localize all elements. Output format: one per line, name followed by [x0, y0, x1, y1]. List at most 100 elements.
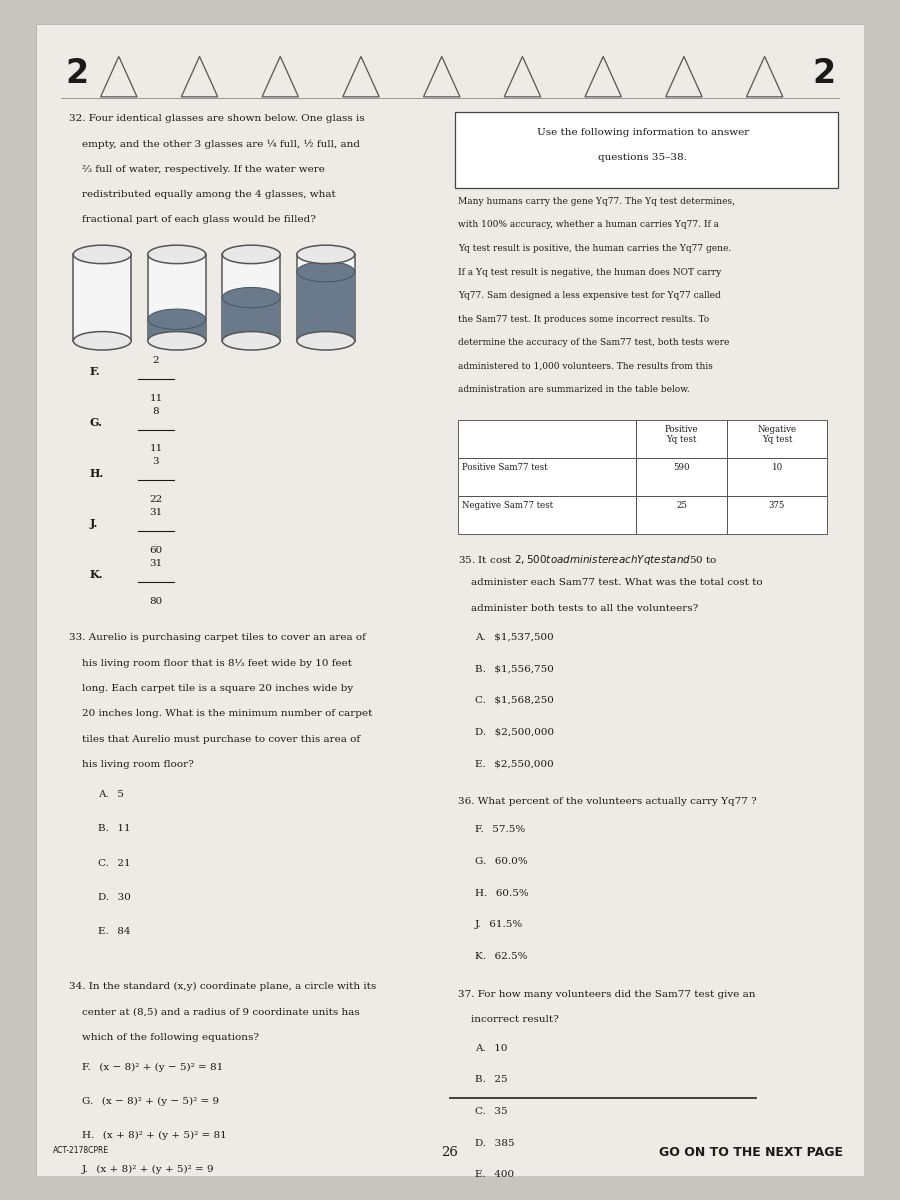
Text: C.  21: C. 21 — [98, 858, 130, 868]
Ellipse shape — [297, 331, 355, 350]
FancyBboxPatch shape — [297, 254, 355, 341]
Text: 35. It cost $2,500 to administer each Yq test and $50 to: 35. It cost $2,500 to administer each Yq… — [458, 553, 718, 566]
FancyBboxPatch shape — [727, 497, 827, 534]
Text: If a Yq test result is negative, the human does NOT carry: If a Yq test result is negative, the hum… — [458, 268, 722, 276]
Ellipse shape — [73, 331, 131, 350]
Text: D.  $2,500,000: D. $2,500,000 — [475, 727, 554, 737]
Text: redistributed equally among the 4 glasses, what: redistributed equally among the 4 glasse… — [69, 190, 336, 199]
Text: 37. For how many volunteers did the Sam77 test give an: 37. For how many volunteers did the Sam7… — [458, 990, 756, 998]
Text: the Sam77 test. It produces some incorrect results. To: the Sam77 test. It produces some incorre… — [458, 314, 709, 324]
Text: 33. Aurelio is purchasing carpet tiles to cover an area of: 33. Aurelio is purchasing carpet tiles t… — [69, 634, 366, 642]
Text: H.  60.5%: H. 60.5% — [475, 889, 528, 898]
Text: questions 35–38.: questions 35–38. — [598, 154, 688, 162]
FancyBboxPatch shape — [458, 497, 636, 534]
Ellipse shape — [222, 245, 280, 264]
Text: K.: K. — [90, 569, 104, 580]
Text: D.  385: D. 385 — [475, 1139, 514, 1147]
Text: 8: 8 — [153, 407, 159, 415]
Text: incorrect result?: incorrect result? — [458, 1015, 559, 1024]
Text: 2: 2 — [65, 58, 88, 90]
Text: F.  57.5%: F. 57.5% — [475, 826, 525, 834]
FancyBboxPatch shape — [73, 254, 131, 341]
Text: Many humans carry the gene Yq77. The Yq test determines,: Many humans carry the gene Yq77. The Yq … — [458, 197, 735, 206]
Text: F.: F. — [90, 366, 101, 377]
FancyBboxPatch shape — [727, 420, 827, 458]
FancyBboxPatch shape — [636, 458, 727, 497]
Text: determine the accuracy of the Sam77 test, both tests were: determine the accuracy of the Sam77 test… — [458, 338, 730, 347]
Text: Yq77. Sam designed a less expensive test for Yq77 called: Yq77. Sam designed a less expensive test… — [458, 292, 721, 300]
Text: 25: 25 — [676, 502, 688, 510]
Text: tiles that Aurelio must purchase to cover this area of: tiles that Aurelio must purchase to cove… — [69, 734, 360, 744]
Text: 60: 60 — [149, 546, 163, 554]
Ellipse shape — [297, 262, 355, 282]
Text: center at (8,5) and a radius of 9 coordinate units has: center at (8,5) and a radius of 9 coordi… — [69, 1007, 360, 1016]
Text: 11: 11 — [149, 444, 163, 454]
Text: 10: 10 — [771, 463, 783, 472]
Text: A.  5: A. 5 — [98, 790, 124, 799]
Text: A.  10: A. 10 — [475, 1044, 508, 1052]
Text: D.  30: D. 30 — [98, 893, 131, 901]
Text: 375: 375 — [769, 502, 785, 510]
Text: B.  $1,556,750: B. $1,556,750 — [475, 664, 554, 673]
Text: 36. What percent of the volunteers actually carry Yq77 ?: 36. What percent of the volunteers actua… — [458, 797, 757, 805]
Text: Negative Sam77 test: Negative Sam77 test — [463, 502, 554, 510]
Text: Positive Sam77 test: Positive Sam77 test — [463, 463, 548, 472]
Text: administered to 1,000 volunteers. The results from this: administered to 1,000 volunteers. The re… — [458, 361, 713, 371]
Text: his living room floor?: his living room floor? — [69, 760, 194, 769]
FancyBboxPatch shape — [455, 112, 838, 187]
Text: Yq test result is positive, the human carries the Yq77 gene.: Yq test result is positive, the human ca… — [458, 244, 732, 253]
Text: fractional part of each glass would be filled?: fractional part of each glass would be f… — [69, 215, 316, 224]
Text: 32. Four identical glasses are shown below. One glass is: 32. Four identical glasses are shown bel… — [69, 114, 364, 122]
Text: 80: 80 — [149, 596, 163, 606]
Text: 2: 2 — [153, 356, 159, 365]
Text: administration are summarized in the table below.: administration are summarized in the tab… — [458, 385, 690, 395]
Text: E.  84: E. 84 — [98, 926, 130, 936]
Text: A.  $1,537,500: A. $1,537,500 — [475, 632, 554, 642]
Text: with 100% accuracy, whether a human carries Yq77. If a: with 100% accuracy, whether a human carr… — [458, 221, 719, 229]
FancyBboxPatch shape — [148, 319, 206, 341]
FancyBboxPatch shape — [36, 24, 864, 1176]
Text: 3: 3 — [153, 457, 159, 467]
Text: B.  11: B. 11 — [98, 824, 130, 833]
FancyBboxPatch shape — [636, 497, 727, 534]
Text: GO ON TO THE NEXT PAGE: GO ON TO THE NEXT PAGE — [660, 1146, 843, 1159]
Text: 26: 26 — [442, 1146, 458, 1159]
FancyBboxPatch shape — [458, 420, 636, 458]
FancyBboxPatch shape — [222, 254, 280, 341]
Text: 2: 2 — [812, 58, 835, 90]
Text: Positive
Yq test: Positive Yq test — [665, 425, 698, 444]
Text: Use the following information to answer: Use the following information to answer — [536, 127, 749, 137]
Ellipse shape — [148, 310, 206, 329]
Text: empty, and the other 3 glasses are ¼ full, ½ full, and: empty, and the other 3 glasses are ¼ ful… — [69, 139, 360, 149]
Text: F.  (x − 8)² + (y − 5)² = 81: F. (x − 8)² + (y − 5)² = 81 — [82, 1062, 223, 1072]
Text: ACT-2178CPRE: ACT-2178CPRE — [52, 1146, 109, 1156]
Text: E.  $2,550,000: E. $2,550,000 — [475, 760, 554, 768]
Text: J.  (x + 8)² + (y + 5)² = 9: J. (x + 8)² + (y + 5)² = 9 — [82, 1165, 214, 1175]
Text: G.: G. — [90, 416, 103, 428]
Text: C.  35: C. 35 — [475, 1108, 508, 1116]
Text: administer each Sam77 test. What was the total cost to: administer each Sam77 test. What was the… — [458, 578, 763, 587]
Ellipse shape — [297, 245, 355, 264]
Text: B.  25: B. 25 — [475, 1075, 508, 1085]
Ellipse shape — [148, 245, 206, 264]
Text: G.  (x − 8)² + (y − 5)² = 9: G. (x − 8)² + (y − 5)² = 9 — [82, 1097, 219, 1106]
Ellipse shape — [222, 331, 280, 350]
FancyBboxPatch shape — [727, 458, 827, 497]
Text: E.  400: E. 400 — [475, 1170, 514, 1180]
FancyBboxPatch shape — [297, 271, 355, 341]
Text: 34. In the standard (x,y) coordinate plane, a circle with its: 34. In the standard (x,y) coordinate pla… — [69, 982, 376, 991]
Text: G.  60.0%: G. 60.0% — [475, 857, 527, 866]
FancyBboxPatch shape — [458, 458, 636, 497]
Text: 11: 11 — [149, 394, 163, 403]
FancyBboxPatch shape — [222, 298, 280, 341]
Text: 31: 31 — [149, 559, 163, 568]
Ellipse shape — [222, 288, 280, 307]
Text: ⅔ full of water, respectively. If the water were: ⅔ full of water, respectively. If the wa… — [69, 164, 325, 174]
Text: 590: 590 — [673, 463, 690, 472]
Ellipse shape — [148, 331, 206, 350]
Text: Negative
Yq test: Negative Yq test — [758, 425, 796, 444]
FancyBboxPatch shape — [148, 254, 206, 341]
Text: 22: 22 — [149, 496, 163, 504]
Text: J.: J. — [90, 518, 98, 529]
Text: H.: H. — [90, 468, 104, 479]
